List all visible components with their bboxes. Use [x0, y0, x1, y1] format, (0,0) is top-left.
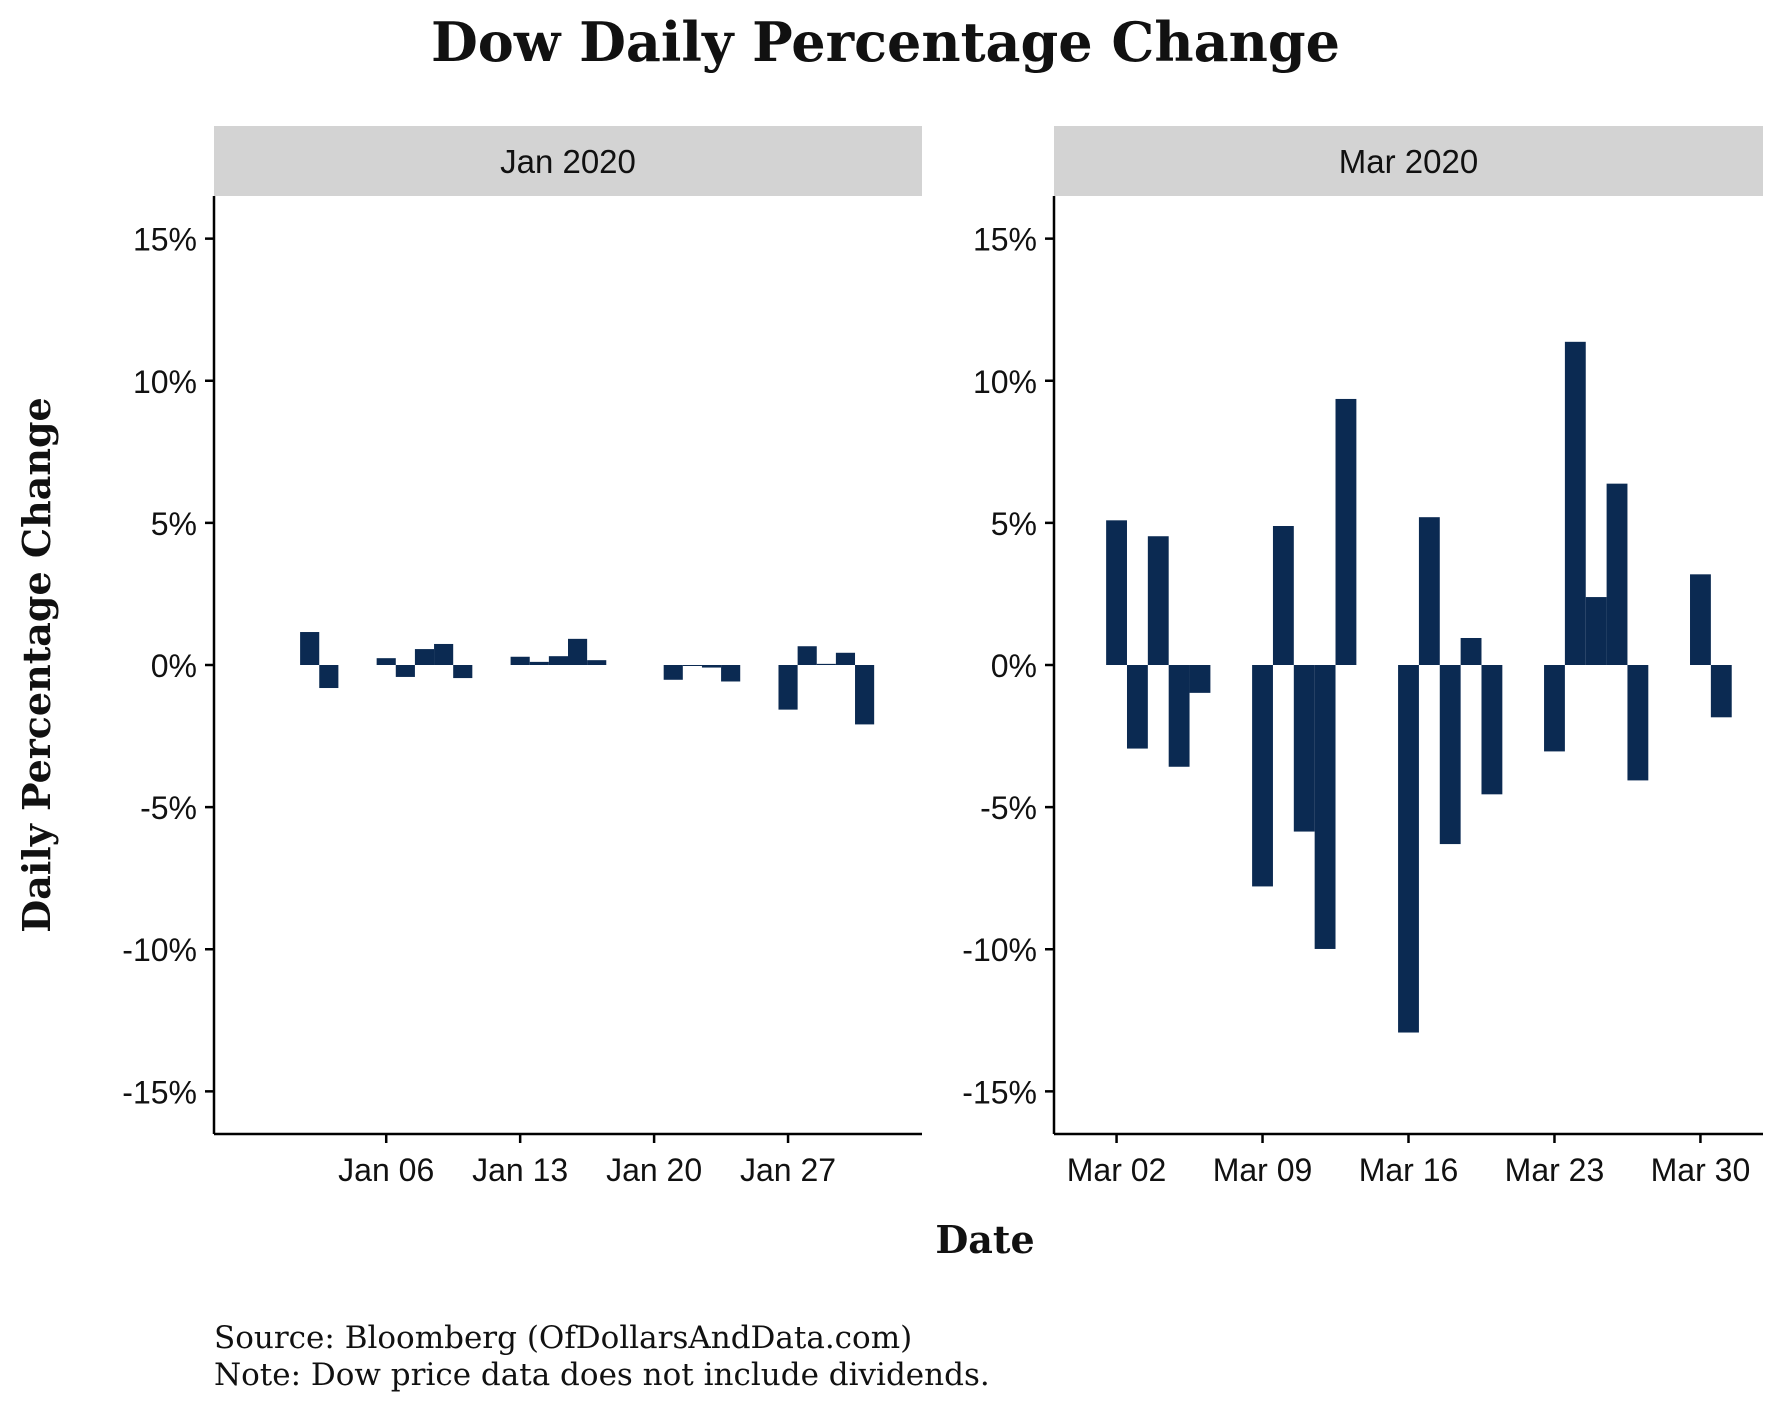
chart-title: Dow Daily Percentage Change	[430, 10, 1341, 74]
bar	[816, 663, 836, 665]
y-axis-title: Daily Percentage Change	[14, 397, 59, 932]
y-tick-label: -5%	[140, 790, 197, 826]
bar	[1690, 574, 1711, 665]
bar	[510, 656, 530, 665]
y-tick-label: -15%	[122, 1074, 197, 1110]
bar	[1544, 665, 1565, 752]
bar	[1585, 597, 1607, 665]
y-tick-label: 10%	[973, 364, 1037, 400]
dividend-note: Note: Dow price data does not include di…	[214, 1357, 990, 1393]
bar	[1189, 665, 1211, 693]
y-tick-label: 0%	[991, 648, 1037, 684]
bar	[1439, 665, 1461, 845]
x-tick-label: Jan 20	[606, 1152, 702, 1188]
bar	[1460, 637, 1482, 665]
bar	[434, 643, 454, 665]
panel-strip-label: Mar 2020	[1339, 143, 1478, 180]
panel-strip	[1054, 126, 1763, 196]
bar	[1168, 665, 1190, 767]
source-note: Source: Bloomberg (OfDollarsAndData.com)	[214, 1320, 913, 1356]
panel-strip	[214, 126, 922, 196]
bar	[414, 649, 435, 665]
y-tick-label: 5%	[991, 506, 1037, 542]
y-tick-label: -5%	[980, 790, 1037, 826]
bar	[1627, 665, 1649, 781]
bar	[587, 660, 607, 665]
x-tick-label: Jan 27	[740, 1152, 836, 1188]
x-tick-label: Jan 13	[472, 1152, 568, 1188]
bar	[529, 661, 549, 665]
bar	[395, 665, 415, 677]
y-tick-label: 5%	[151, 506, 197, 542]
bar	[1398, 665, 1419, 1033]
x-tick-label: Mar 30	[1651, 1152, 1751, 1188]
bar	[682, 665, 702, 666]
x-tick-label: Mar 02	[1067, 1152, 1167, 1188]
x-tick-label: Jan 06	[338, 1152, 434, 1188]
bar	[453, 665, 473, 679]
y-tick-label: -10%	[122, 932, 197, 968]
panel-0: Jan 2020 -15% -10% -5% 0% 5% 10% 15% Jan 06 Jan 1…	[122, 126, 922, 1188]
bar	[663, 665, 683, 680]
x-axis-title: Date	[935, 1217, 1034, 1262]
panel-1: Mar 2020 -15% -10% -5% 0% 5% 10% 15% Mar 02 Mar 0…	[962, 126, 1763, 1188]
bar	[1606, 483, 1628, 665]
bar	[721, 665, 741, 682]
bar	[548, 656, 568, 665]
y-tick-label: 0%	[151, 648, 197, 684]
bar	[797, 646, 817, 665]
bar	[1252, 665, 1273, 887]
y-tick-label: -15%	[962, 1074, 1037, 1110]
caption: Source: Bloomberg (OfDollarsAndData.com)…	[214, 1320, 990, 1394]
bar	[1272, 526, 1294, 665]
bar	[1564, 341, 1586, 665]
bar	[300, 632, 320, 665]
bar	[1418, 517, 1440, 665]
x-tick-label: Mar 23	[1505, 1152, 1605, 1188]
bar	[1106, 520, 1127, 665]
bar	[1335, 398, 1357, 665]
bar	[778, 665, 798, 710]
bar	[1710, 665, 1732, 718]
bar	[319, 665, 339, 689]
bar	[855, 665, 875, 725]
panel-strip-label: Jan 2020	[500, 143, 636, 180]
bar	[701, 665, 722, 668]
y-tick-label: -10%	[962, 932, 1037, 968]
y-tick-label: 15%	[973, 222, 1037, 258]
bar	[835, 652, 856, 665]
bar	[568, 638, 588, 665]
bar	[1481, 665, 1503, 795]
bar	[1126, 665, 1148, 749]
bar	[1147, 536, 1169, 665]
x-tick-label: Mar 16	[1359, 1152, 1459, 1188]
bar	[376, 658, 396, 665]
bar	[1314, 665, 1336, 949]
bar	[1293, 665, 1315, 832]
x-tick-label: Mar 09	[1213, 1152, 1313, 1188]
y-tick-label: 15%	[133, 222, 197, 258]
y-tick-label: 10%	[133, 364, 197, 400]
